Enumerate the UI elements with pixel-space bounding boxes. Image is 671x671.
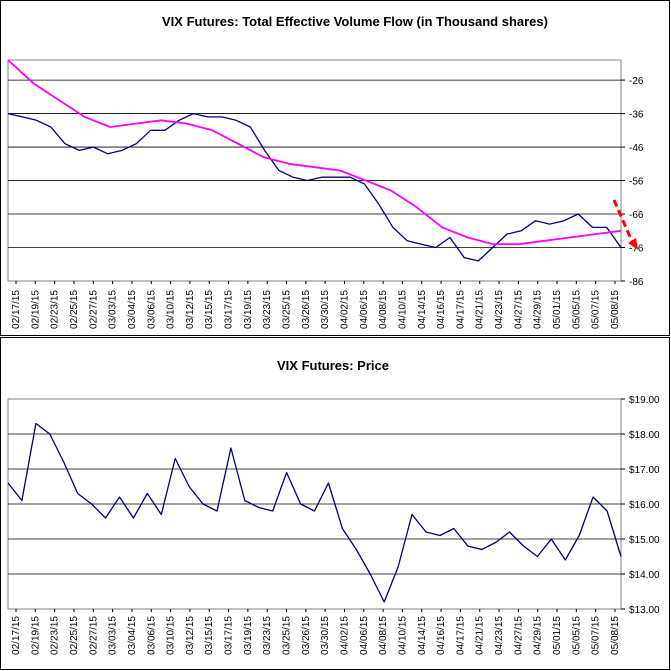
trend-arrow-shaft xyxy=(612,199,636,247)
x-tick-label: 04/21/15 xyxy=(475,290,486,329)
top-chart-title: VIX Futures: Total Effective Volume Flow… xyxy=(162,14,548,29)
x-tick-label: 03/26/15 xyxy=(301,616,312,655)
x-tick-label: 04/29/15 xyxy=(533,616,544,655)
bottom-chart-title: VIX Futures: Price xyxy=(277,358,389,373)
x-tick-label: 03/12/15 xyxy=(185,616,196,655)
x-tick-label: 03/17/15 xyxy=(224,290,235,329)
x-tick-label: 03/15/15 xyxy=(204,290,215,329)
x-tick-label: 02/17/15 xyxy=(11,290,22,329)
x-tick-label: 04/16/15 xyxy=(436,290,447,329)
y-tick-label: $13.00 xyxy=(629,605,660,616)
x-tick-label: 04/27/15 xyxy=(513,616,524,655)
x-tick-label: 03/10/15 xyxy=(166,616,177,655)
x-tick-label: 02/17/15 xyxy=(11,616,22,655)
x-tick-label: 04/21/15 xyxy=(475,616,486,655)
y-tick-label: $18.00 xyxy=(629,430,660,441)
x-tick-label: 04/29/15 xyxy=(533,290,544,329)
top-chart: -26 -36 -46 -56 -66 -76 -86 02/17/15 02/19/15 02/… xyxy=(7,59,644,329)
y-tick-label: -26 xyxy=(629,76,644,87)
x-tick-label: 03/03/15 xyxy=(108,616,119,655)
x-tick-label: 02/23/15 xyxy=(50,290,61,329)
x-tick-label: 03/23/15 xyxy=(262,290,273,329)
x-tick-label: 04/10/15 xyxy=(397,290,408,329)
x-tick-label: 03/04/15 xyxy=(127,290,138,329)
x-tick-label: 03/12/15 xyxy=(185,290,196,329)
y-tick-label: -46 xyxy=(629,143,644,154)
x-tick-label: 04/02/15 xyxy=(339,616,350,655)
x-tick-label: 04/14/15 xyxy=(417,616,428,655)
y-tick-label: $14.00 xyxy=(629,570,660,581)
x-tick-label: 05/05/15 xyxy=(571,290,582,329)
x-tick-label: 02/25/15 xyxy=(69,616,80,655)
x-tick-label: 04/23/15 xyxy=(494,616,505,655)
x-tick-label: 04/08/15 xyxy=(378,616,389,655)
y-tick-label: $15.00 xyxy=(629,535,660,546)
x-tick-label: 04/10/15 xyxy=(397,616,408,655)
y-tick-label: -76 xyxy=(629,244,644,255)
y-tick-label: $19.00 xyxy=(629,395,660,406)
x-tick-label: 04/08/15 xyxy=(378,290,389,329)
x-tick-label: 03/04/15 xyxy=(127,616,138,655)
x-tick-label: 03/19/15 xyxy=(243,290,254,329)
x-tick-label: 03/06/15 xyxy=(146,616,157,655)
x-tick-label: 02/19/15 xyxy=(30,290,41,329)
x-tick-label: 03/25/15 xyxy=(282,616,293,655)
x-tick-label: 05/07/15 xyxy=(591,290,602,329)
x-tick-label: 03/10/15 xyxy=(166,290,177,329)
x-tick-label: 02/27/15 xyxy=(88,616,99,655)
x-tick-label: 02/25/15 xyxy=(69,290,80,329)
x-tick-label: 05/08/15 xyxy=(610,616,621,655)
x-tick-label: 05/08/15 xyxy=(610,290,621,329)
x-tick-label: 03/19/15 xyxy=(243,616,254,655)
x-tick-label: 03/25/15 xyxy=(282,290,293,329)
x-tick-label: 03/15/15 xyxy=(204,616,215,655)
x-tick-label: 04/14/15 xyxy=(417,290,428,329)
x-tick-label: 03/30/15 xyxy=(320,616,331,655)
x-tick-label: 02/23/15 xyxy=(50,616,61,655)
series-line xyxy=(7,59,622,246)
x-tick-label: 03/30/15 xyxy=(320,290,331,329)
x-tick-label: 05/05/15 xyxy=(571,616,582,655)
x-tick-label: 04/06/15 xyxy=(359,290,370,329)
x-tick-label: 03/23/15 xyxy=(262,616,273,655)
x-tick-label: 04/06/15 xyxy=(359,616,370,655)
x-tick-label: 05/01/15 xyxy=(552,290,563,329)
series-line xyxy=(7,112,622,262)
y-tick-label: -66 xyxy=(629,210,644,221)
x-tick-label: 04/16/15 xyxy=(436,616,447,655)
bottom-chart: $19.00 $18.00 $17.00 $16.00 $15.00 $14.00 $13.… xyxy=(7,395,660,655)
x-tick-label: 04/27/15 xyxy=(513,290,524,329)
x-tick-label: 04/17/15 xyxy=(455,616,466,655)
x-tick-label: 03/26/15 xyxy=(301,290,312,329)
y-tick-label: $16.00 xyxy=(629,500,660,511)
series-line xyxy=(7,422,622,603)
y-tick-label: -36 xyxy=(629,110,644,121)
x-tick-label: 03/17/15 xyxy=(224,616,235,655)
x-tick-label: 03/03/15 xyxy=(108,290,119,329)
x-tick-label: 04/17/15 xyxy=(455,290,466,329)
y-tick-label: $17.00 xyxy=(629,465,660,476)
x-tick-label: 04/23/15 xyxy=(494,290,505,329)
x-tick-label: 04/02/15 xyxy=(339,290,350,329)
x-tick-label: 02/27/15 xyxy=(88,290,99,329)
x-tick-label: 05/01/15 xyxy=(552,616,563,655)
trend-arrow-head xyxy=(628,238,638,250)
x-tick-label: 02/19/15 xyxy=(30,616,41,655)
x-tick-label: 03/06/15 xyxy=(146,290,157,329)
y-tick-label: -86 xyxy=(629,277,644,288)
x-tick-label: 05/07/15 xyxy=(591,616,602,655)
y-tick-label: -56 xyxy=(629,177,644,188)
